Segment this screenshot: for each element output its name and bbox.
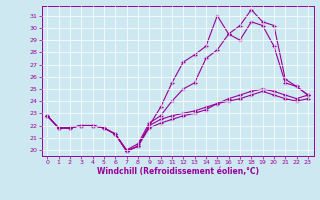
- X-axis label: Windchill (Refroidissement éolien,°C): Windchill (Refroidissement éolien,°C): [97, 167, 259, 176]
